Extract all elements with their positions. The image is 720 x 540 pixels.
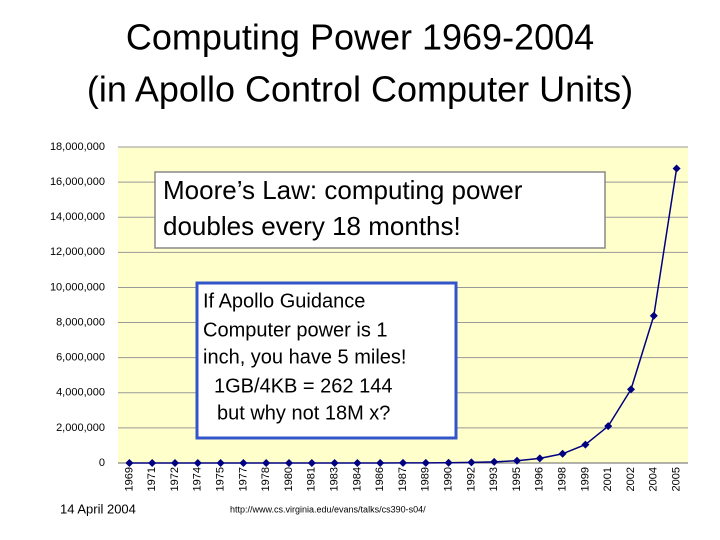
x-tick-label: 1986 bbox=[374, 467, 386, 491]
data-point bbox=[216, 458, 225, 467]
x-tick-label: 1977 bbox=[237, 467, 249, 491]
data-point bbox=[330, 458, 339, 467]
data-point bbox=[399, 458, 407, 467]
moore-text: Moore’s Law: computing power bbox=[163, 175, 523, 205]
x-tick-label: 1993 bbox=[488, 467, 500, 491]
y-tick-label: 12,000,000 bbox=[50, 246, 105, 258]
apollo-text: but why not 18M x? bbox=[217, 402, 390, 424]
x-tick-label: 1978 bbox=[260, 467, 272, 491]
y-tick-label: 2,000,000 bbox=[56, 422, 105, 434]
data-point bbox=[376, 458, 385, 467]
x-tick-label: 1971 bbox=[146, 467, 158, 491]
data-point bbox=[604, 422, 613, 431]
x-tick-label: 1989 bbox=[420, 467, 432, 491]
x-tick-label: 1983 bbox=[329, 467, 341, 491]
x-tick-label: 1995 bbox=[511, 467, 523, 491]
data-point bbox=[125, 458, 134, 467]
x-tick-label: 1992 bbox=[465, 467, 477, 491]
data-point bbox=[239, 458, 248, 467]
x-tick-label: 2005 bbox=[671, 467, 683, 491]
x-tick-label: 2004 bbox=[648, 467, 660, 491]
footer-date: 14 April 2004 bbox=[60, 501, 136, 516]
data-point bbox=[353, 458, 362, 467]
apollo-box bbox=[195, 281, 458, 440]
x-tick-label: 1998 bbox=[557, 467, 569, 491]
footer-url: http://www.cs.virginia.edu/evans/talks/c… bbox=[230, 504, 426, 514]
x-tick-label: 1981 bbox=[306, 467, 318, 491]
data-point bbox=[649, 311, 658, 320]
data-point bbox=[148, 458, 157, 467]
x-tick-label: 1972 bbox=[169, 467, 181, 491]
data-point bbox=[444, 458, 453, 467]
apollo-text: If Apollo Guidance bbox=[203, 290, 365, 312]
data-point bbox=[672, 164, 681, 173]
x-tick-label: 1980 bbox=[283, 467, 295, 491]
data-point bbox=[171, 458, 179, 467]
y-tick-label: 4,000,000 bbox=[56, 387, 105, 399]
data-point bbox=[193, 458, 202, 467]
y-tick-label: 0 bbox=[99, 457, 105, 469]
data-point bbox=[581, 440, 590, 449]
data-point bbox=[513, 456, 521, 465]
y-tick-label: 16,000,000 bbox=[50, 176, 105, 188]
x-tick-label: 1990 bbox=[443, 467, 455, 491]
subtitle: (in Apollo Control Computer Units) bbox=[87, 69, 633, 110]
x-tick-label: 1984 bbox=[351, 467, 363, 491]
data-point bbox=[307, 458, 316, 467]
x-tick-label: 1996 bbox=[534, 467, 546, 491]
x-tick-label: 2002 bbox=[625, 467, 637, 491]
y-tick-label: 6,000,000 bbox=[56, 352, 105, 364]
title: Computing Power 1969-2004 bbox=[126, 17, 594, 58]
x-tick-label: 2001 bbox=[602, 467, 614, 491]
apollo-text: inch, you have 5 miles! bbox=[203, 346, 406, 368]
data-point bbox=[535, 454, 544, 463]
data-point bbox=[262, 458, 271, 467]
y-tick-label: 8,000,000 bbox=[56, 316, 105, 328]
y-tick-label: 10,000,000 bbox=[50, 281, 105, 293]
data-point bbox=[467, 458, 476, 467]
x-tick-label: 1975 bbox=[215, 467, 227, 491]
apollo-text: Computer power is 1 bbox=[203, 319, 388, 341]
apollo-text: 1GB/4KB = 262 144 bbox=[214, 375, 392, 397]
moore-box bbox=[154, 171, 606, 249]
y-tick-label: 18,000,000 bbox=[50, 141, 105, 153]
x-tick-label: 1969 bbox=[123, 467, 135, 491]
data-point bbox=[558, 449, 567, 458]
moore-text: doubles every 18 months! bbox=[163, 211, 461, 241]
data-point bbox=[421, 458, 430, 467]
y-tick-label: 14,000,000 bbox=[50, 211, 105, 223]
data-point bbox=[627, 385, 635, 394]
data-point bbox=[490, 457, 499, 466]
x-tick-label: 1999 bbox=[579, 467, 591, 491]
x-tick-label: 1974 bbox=[192, 467, 204, 491]
data-point bbox=[285, 458, 293, 467]
x-tick-label: 1987 bbox=[397, 467, 409, 491]
